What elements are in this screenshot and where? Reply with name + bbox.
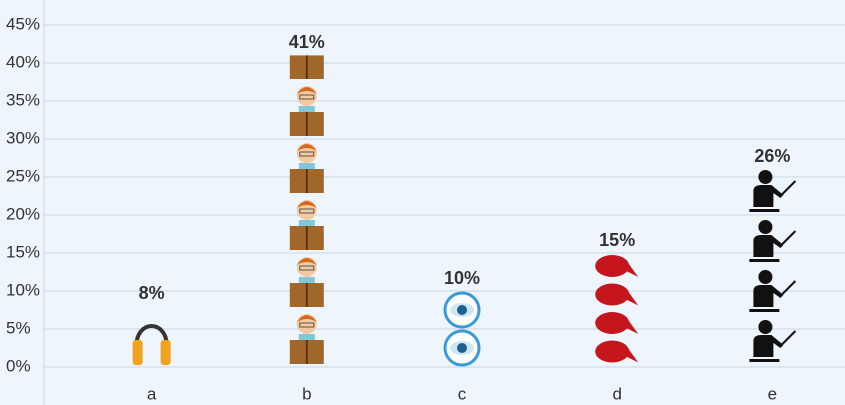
background — [0, 0, 845, 405]
y-tick-label: 25% — [6, 166, 40, 185]
bar — [747, 169, 797, 367]
y-tick-label: 10% — [6, 280, 40, 299]
y-tick-label: 35% — [6, 90, 40, 109]
x-tick-label: e — [768, 384, 777, 403]
value-label: 15% — [599, 230, 635, 250]
bar — [287, 55, 327, 367]
value-label: 41% — [289, 32, 325, 52]
y-tick-label: 45% — [6, 14, 40, 33]
bar — [592, 253, 642, 367]
value-label: 10% — [444, 268, 480, 288]
value-label: 8% — [139, 283, 165, 303]
x-tick-label: b — [302, 384, 311, 403]
y-tick-label: 5% — [6, 318, 31, 337]
bar — [436, 291, 488, 367]
y-tick-label: 0% — [6, 356, 31, 375]
y-tick-label: 20% — [6, 204, 40, 223]
y-tick-label: 30% — [6, 128, 40, 147]
bar — [129, 306, 175, 367]
value-label: 26% — [754, 146, 790, 166]
x-tick-label: a — [147, 384, 157, 403]
x-tick-label: c — [458, 384, 467, 403]
y-tick-label: 40% — [6, 52, 40, 71]
page: 0% 5% 10% 15% 20% 25% 30% 35% 40% 45% 8% a 41% b 10% c 1… — [0, 0, 845, 405]
chart: 0% 5% 10% 15% 20% 25% 30% 35% 40% 45% 8% a 41% b 10% c 1… — [0, 0, 845, 405]
x-tick-label: d — [612, 384, 621, 403]
y-tick-label: 15% — [6, 242, 40, 261]
